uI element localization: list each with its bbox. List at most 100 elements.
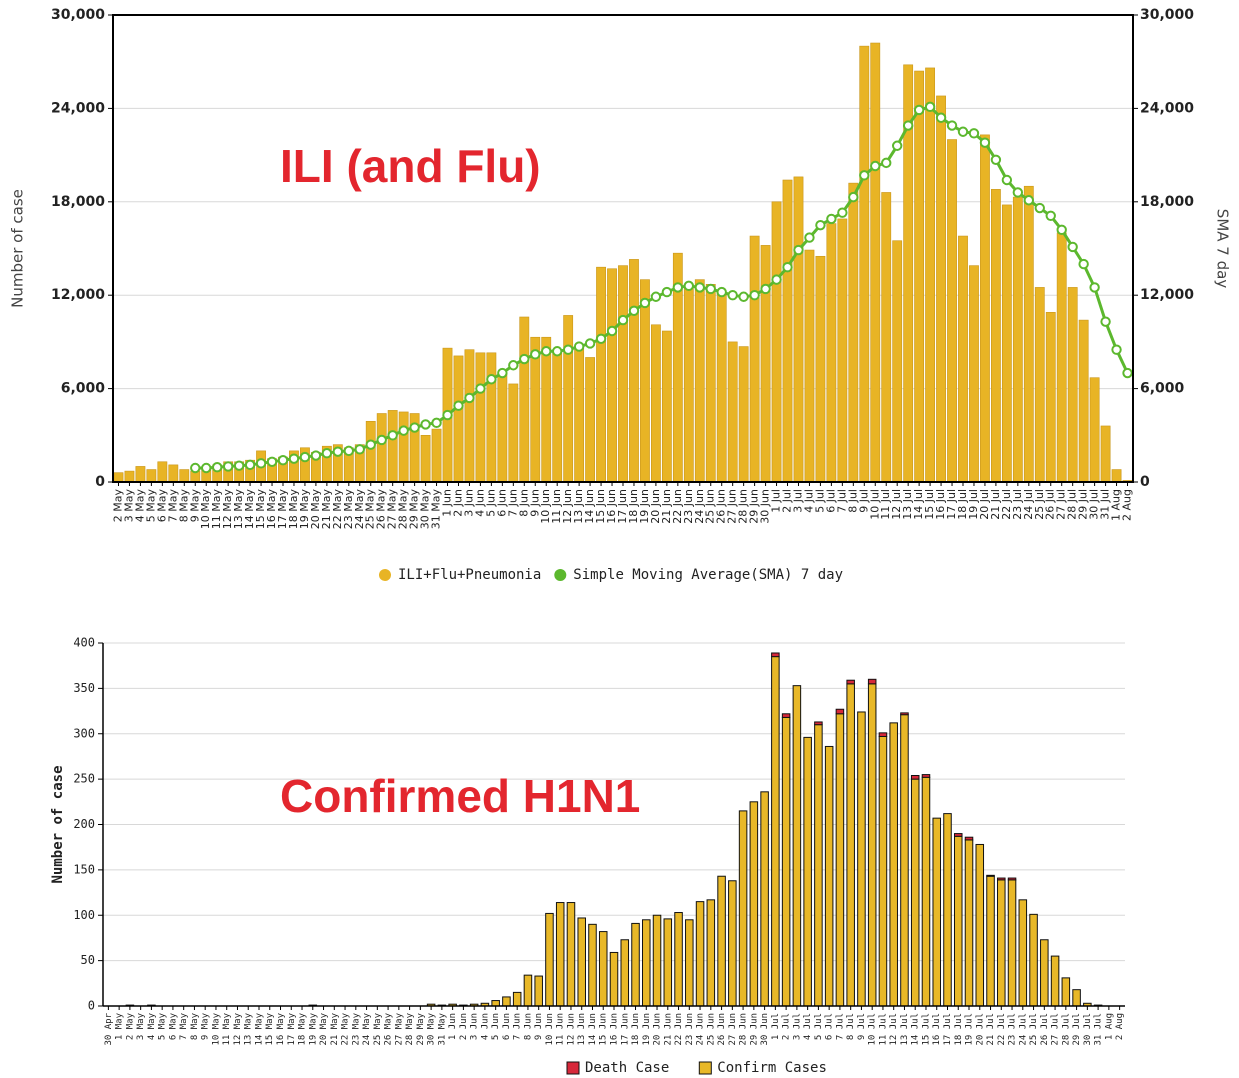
bar (1078, 319, 1089, 483)
x-tick-label: 6 Jun (502, 1013, 512, 1040)
bar-segment (502, 996, 511, 1007)
x-tick-label: 20 Jun (649, 489, 662, 524)
x-tick-label: 29 Jun (748, 489, 761, 524)
y-tick-label: 30,000 (51, 7, 105, 23)
bar-segment (975, 843, 985, 1007)
bar-segment (1040, 939, 1049, 1007)
x-tick-label: 15 Jul (923, 489, 936, 520)
sma-marker (1056, 224, 1067, 236)
bar-segment (932, 817, 942, 1007)
x-tick-label: 4 Jun (480, 1013, 490, 1040)
x-tick-label: 11 May (222, 1012, 232, 1045)
legend-swatch (698, 1061, 712, 1075)
bar-segment (900, 714, 909, 1007)
bar (574, 347, 585, 483)
sma-marker (321, 448, 333, 459)
legend-label: Simple Moving Average(SMA) 7 day (573, 567, 843, 583)
x-tick-label: 3 Jun (462, 489, 475, 517)
sma-marker (1034, 202, 1045, 214)
x-tick-label: 30 Apr (104, 1012, 114, 1045)
bar-segment (964, 839, 974, 1007)
x-tick-label: 11 Jul (879, 489, 892, 520)
x-tick-label: 14 Jun (583, 489, 596, 524)
sma-marker (716, 286, 727, 298)
x-tick-label: 5 Jun (491, 1013, 501, 1040)
x-tick-label: 7 Jul (835, 489, 848, 513)
x-tick-label: 11 May (210, 489, 223, 530)
bar-segment (1061, 977, 1071, 1007)
x-tick-label: 19 May (308, 1012, 318, 1045)
x-tick-label: 2 Aug (1115, 1013, 1125, 1040)
bar (1089, 377, 1100, 483)
bar-segment (642, 919, 651, 1007)
x-tick-label: 27 Jul (1055, 489, 1068, 520)
x-tick-label: 13 Jul (900, 1013, 910, 1046)
x-tick-label: 10 Jul (868, 1013, 878, 1046)
x-tick-label: 27 Jun (728, 1013, 738, 1046)
legend-swatch (554, 569, 567, 581)
y-tick-label: 100 (73, 908, 95, 922)
x-tick-label: 4 May (133, 489, 146, 523)
sma-marker (815, 219, 826, 231)
bar (585, 357, 596, 483)
sma-marker (672, 282, 684, 293)
bar-segment (878, 735, 888, 1007)
x-tick-label: 16 Jun (610, 1013, 620, 1046)
x-tick-label: 7 Jul (835, 1013, 845, 1040)
x-tick-label: 20 Jun (653, 1013, 663, 1046)
sma-marker (562, 344, 574, 355)
x-tick-label: 8 May (190, 1012, 200, 1040)
x-tick-label: 29 May (408, 489, 421, 530)
x-tick-label: 26 Jun (715, 489, 728, 524)
bar-segment (867, 678, 877, 685)
x-tick-label: 14 Jul (911, 1013, 921, 1046)
x-tick-label: 13 May (232, 489, 245, 530)
y-tick-label: 6,000 (61, 381, 106, 397)
x-tick-label: 25 Jun (704, 489, 717, 524)
x-tick-label: 7 May (166, 489, 179, 523)
sma-marker (244, 459, 256, 471)
x-tick-label: 21 May (330, 1012, 340, 1045)
sma-marker (475, 383, 486, 394)
x-tick-label: 23 May (342, 489, 355, 530)
bar (925, 67, 936, 483)
bar (552, 350, 563, 483)
x-tick-label: 30 May (427, 1012, 437, 1045)
x-tick-label: 15 May (265, 1012, 275, 1045)
x-tick-label: 13 Jun (577, 1013, 587, 1046)
y-tick-label: 400 (73, 636, 95, 650)
x-tick-label: 13 Jul (901, 489, 914, 520)
x-tick-label: 14 May (243, 489, 256, 530)
bar (650, 324, 661, 483)
x-tick-label: 12 Jul (890, 489, 903, 520)
y2-tick-label: 18,000 (1140, 194, 1194, 210)
x-tick-label: 3 May (122, 489, 135, 523)
x-tick-label: 16 May (276, 1012, 286, 1045)
sma-marker (946, 120, 958, 131)
bar-segment (566, 902, 576, 1007)
x-tick-label: 18 May (287, 489, 300, 530)
x-tick-label: 10 May (199, 489, 212, 530)
bar (135, 466, 146, 483)
sma-marker (201, 462, 212, 474)
sma-marker (628, 305, 640, 316)
bar (168, 464, 179, 483)
bar (179, 469, 190, 483)
x-tick-label: 4 May (147, 1012, 157, 1040)
sma-marker (453, 400, 464, 411)
x-tick-label: 28 May (397, 489, 410, 530)
x-tick-label: 23 Jul (1008, 1013, 1018, 1046)
x-tick-label: 24 Jul (1022, 489, 1035, 520)
y2-tick-label: 24,000 (1140, 100, 1194, 116)
x-tick-label: 18 Jul (956, 489, 969, 520)
sma-marker (1078, 258, 1089, 270)
sma-marker (924, 101, 936, 113)
y2-tick-label: 12,000 (1140, 287, 1194, 303)
sma-marker (749, 290, 760, 301)
bar (365, 420, 376, 483)
bar (892, 240, 903, 483)
x-tick-label: 25 Jul (1033, 489, 1046, 520)
sma-marker (1045, 210, 1056, 222)
bar (683, 287, 694, 483)
